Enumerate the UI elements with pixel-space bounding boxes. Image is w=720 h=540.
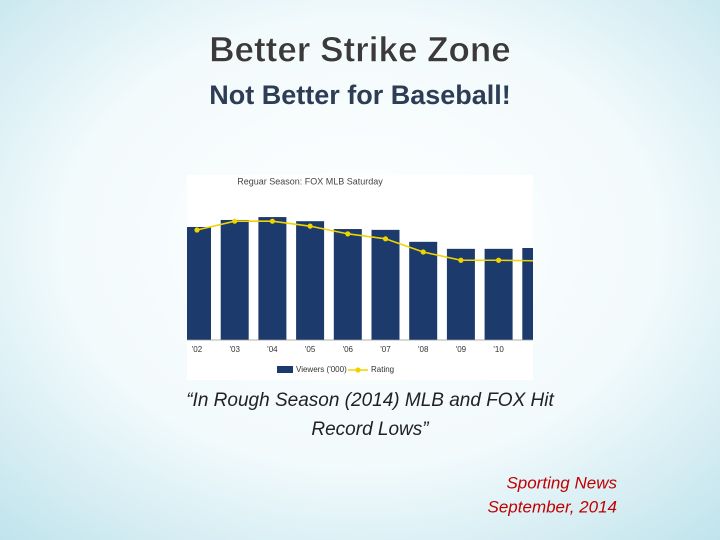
line-marker: [232, 218, 238, 224]
bar: [296, 221, 325, 340]
line-marker: [345, 231, 351, 237]
chart: Reguar Season: FOX MLB Saturday '02 '03 '0…: [187, 175, 533, 380]
quote-line: “In Rough Season (2014) MLB and FOX Hit: [186, 390, 554, 411]
x-tick-label: '10: [493, 345, 504, 354]
line: [196, 220, 533, 262]
bar: [220, 219, 249, 340]
bar: [446, 248, 475, 340]
source-line: September, 2014: [488, 497, 617, 516]
bar: [522, 248, 533, 340]
x-tick-label: '08: [418, 345, 429, 354]
x-tick-label: '04: [267, 345, 278, 354]
bar: [409, 241, 438, 340]
chart-title: Reguar Season: FOX MLB Saturday: [237, 176, 383, 186]
legend-label: Rating: [371, 365, 394, 374]
x-tick-label: '05: [305, 345, 316, 354]
slide-title: Better Strike Zone: [209, 30, 510, 69]
x-tick-label: '03: [229, 345, 240, 354]
line-marker: [307, 223, 313, 229]
bar: [484, 248, 513, 340]
bar: [333, 229, 362, 340]
bar: [258, 217, 287, 340]
line-marker: [269, 218, 275, 224]
x-tick-label: '02: [192, 345, 203, 354]
line-marker: [458, 257, 464, 263]
legend-swatch: [277, 366, 293, 373]
line-marker: [496, 257, 502, 263]
legend-swatch: [355, 367, 361, 373]
line-marker: [194, 227, 200, 233]
slide-subtitle: Not Better for Baseball!: [209, 80, 511, 110]
bar: [187, 226, 211, 340]
line-marker: [420, 249, 426, 255]
x-tick-label: '09: [456, 345, 467, 354]
legend-label: Viewers ('000): [296, 365, 347, 374]
x-tick-label: '06: [343, 345, 354, 354]
quote-line: Record Lows”: [311, 419, 430, 440]
source-line: Sporting News: [506, 473, 617, 492]
x-tick-label: '07: [380, 345, 391, 354]
line-marker: [382, 236, 389, 242]
bar: [371, 229, 400, 340]
